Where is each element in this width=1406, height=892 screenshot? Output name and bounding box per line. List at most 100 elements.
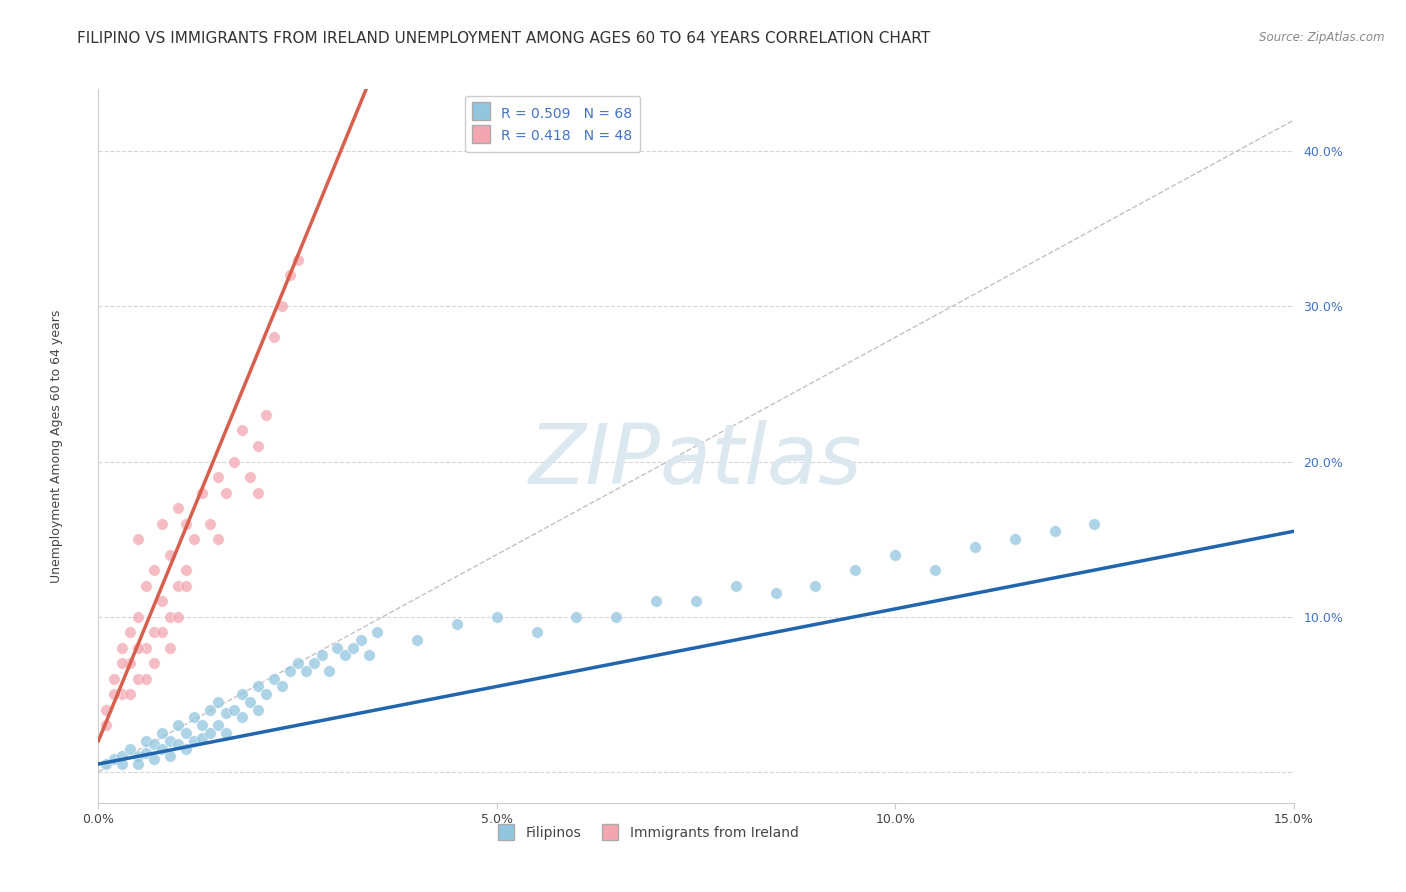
Point <box>198 516 221 531</box>
Point <box>526 625 548 640</box>
Point <box>844 563 866 577</box>
Point <box>111 687 134 701</box>
Point <box>191 485 214 500</box>
Point <box>111 640 134 655</box>
Text: Unemployment Among Ages 60 to 64 years: Unemployment Among Ages 60 to 64 years <box>49 310 63 582</box>
Point <box>485 609 508 624</box>
Point <box>884 548 907 562</box>
Point <box>135 579 157 593</box>
Point <box>167 609 190 624</box>
Point <box>167 718 190 732</box>
Point <box>231 687 253 701</box>
Point <box>685 594 707 608</box>
Point <box>350 632 373 647</box>
Point <box>207 470 229 484</box>
Point <box>287 656 309 670</box>
Point <box>270 680 292 694</box>
Point <box>294 664 316 678</box>
Point <box>1083 516 1105 531</box>
Point <box>174 741 197 756</box>
Point <box>318 664 340 678</box>
Point <box>231 710 253 724</box>
Point <box>150 594 173 608</box>
Point <box>135 733 157 747</box>
Point <box>605 609 627 624</box>
Point <box>111 749 134 764</box>
Point <box>150 516 173 531</box>
Point <box>278 268 301 283</box>
Point <box>167 579 190 593</box>
Point <box>167 737 190 751</box>
Point <box>96 718 118 732</box>
Point <box>198 703 221 717</box>
Text: ZIPatlas: ZIPatlas <box>529 420 863 500</box>
Point <box>183 733 205 747</box>
Point <box>183 532 205 546</box>
Point <box>1004 532 1026 546</box>
Point <box>239 695 262 709</box>
Point <box>342 640 364 655</box>
Point <box>198 726 221 740</box>
Point <box>239 470 262 484</box>
Point <box>127 532 149 546</box>
Point <box>287 252 309 267</box>
Point <box>96 703 118 717</box>
Point <box>143 752 166 766</box>
Point <box>174 726 197 740</box>
Point <box>127 749 149 764</box>
Point <box>246 680 269 694</box>
Point <box>565 609 588 624</box>
Point <box>167 501 190 516</box>
Legend: Filipinos, Immigrants from Ireland: Filipinos, Immigrants from Ireland <box>492 821 804 846</box>
Point <box>103 672 125 686</box>
Point <box>159 749 181 764</box>
Point <box>127 640 149 655</box>
Point <box>215 706 238 720</box>
Point <box>246 485 269 500</box>
Point <box>222 703 245 717</box>
Point <box>120 687 142 701</box>
Point <box>645 594 668 608</box>
Point <box>127 672 149 686</box>
Point <box>183 710 205 724</box>
Point <box>406 632 429 647</box>
Point <box>135 640 157 655</box>
Point <box>278 664 301 678</box>
Point <box>1043 524 1066 539</box>
Point <box>143 625 166 640</box>
Point <box>254 687 277 701</box>
Point <box>159 733 181 747</box>
Point <box>804 579 827 593</box>
Point <box>159 640 181 655</box>
Point <box>135 672 157 686</box>
Point <box>150 741 173 756</box>
Text: FILIPINO VS IMMIGRANTS FROM IRELAND UNEMPLOYMENT AMONG AGES 60 TO 64 YEARS CORRE: FILIPINO VS IMMIGRANTS FROM IRELAND UNEM… <box>77 31 931 46</box>
Point <box>366 625 388 640</box>
Point <box>111 757 134 772</box>
Point <box>263 330 285 344</box>
Point <box>159 609 181 624</box>
Point <box>174 579 197 593</box>
Point <box>143 563 166 577</box>
Point <box>111 656 134 670</box>
Point <box>311 648 333 663</box>
Point <box>335 648 357 663</box>
Point <box>120 741 142 756</box>
Point <box>103 687 125 701</box>
Point <box>143 656 166 670</box>
Point <box>215 726 238 740</box>
Point <box>246 703 269 717</box>
Point <box>924 563 946 577</box>
Point <box>215 485 238 500</box>
Point <box>96 757 118 772</box>
Point <box>127 609 149 624</box>
Point <box>270 299 292 313</box>
Point <box>135 746 157 760</box>
Point <box>207 695 229 709</box>
Point <box>302 656 325 670</box>
Point <box>207 532 229 546</box>
Point <box>446 617 468 632</box>
Point <box>191 718 214 732</box>
Point <box>765 586 787 600</box>
Point <box>127 757 149 772</box>
